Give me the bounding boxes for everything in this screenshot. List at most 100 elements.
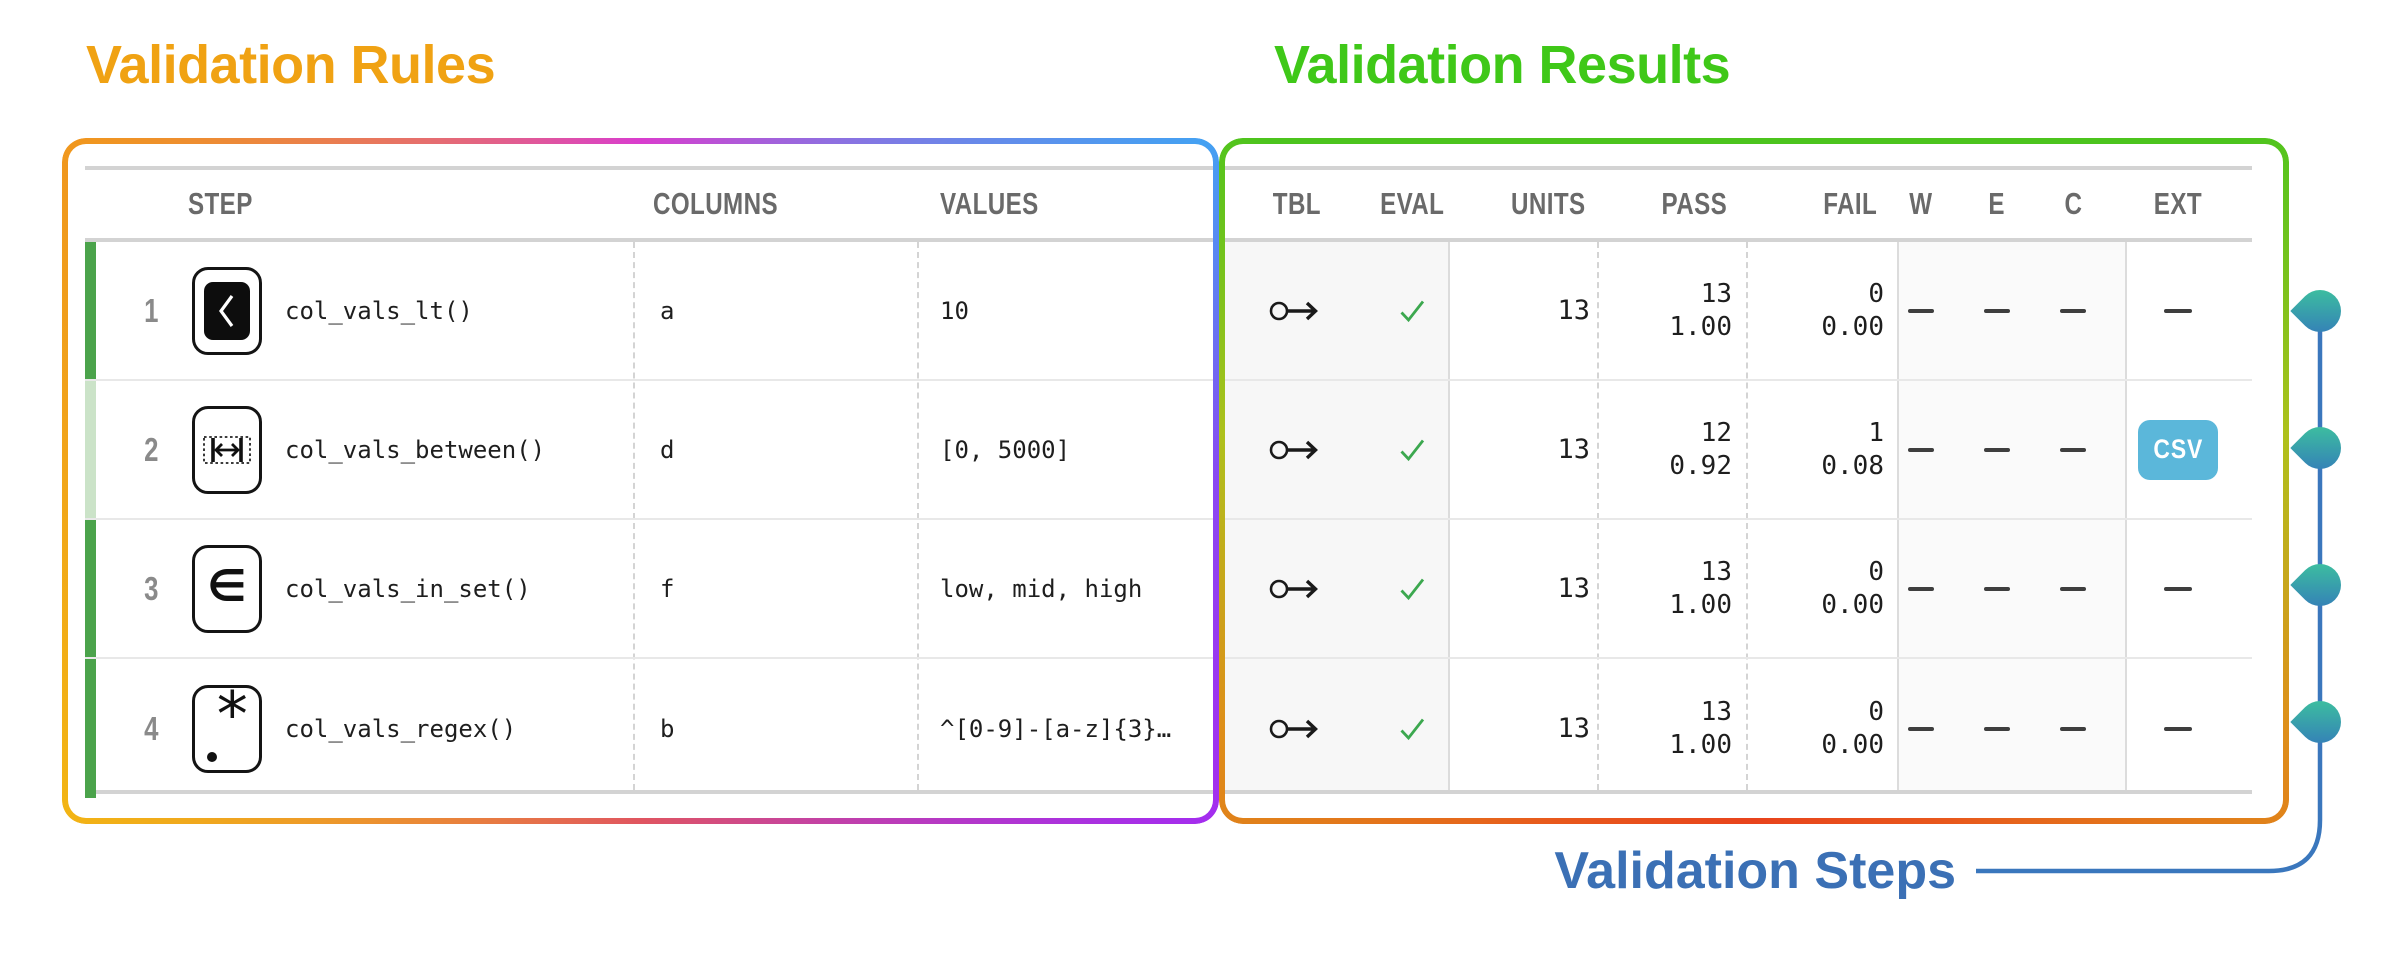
c-dash: [2053, 520, 2093, 657]
c-none-indicator: [2060, 726, 2086, 731]
ext-cell: [2123, 242, 2233, 379]
c-dash: [2053, 381, 2093, 518]
table-arrow-icon: [1269, 381, 1325, 518]
table-arrow-icon: [1269, 659, 1325, 798]
ext-none-indicator: [2164, 308, 2192, 313]
w-none-indicator: [1908, 586, 1934, 591]
step-number-label: 2: [143, 430, 159, 468]
step-function-label: col_vals_in_set(): [285, 574, 531, 603]
columns-value: a: [660, 242, 674, 379]
pass-values: 13 1.00: [1669, 696, 1732, 760]
e-none-indicator: [1984, 586, 2010, 591]
c-dash: [2053, 242, 2093, 379]
step-number: 4: [111, 659, 191, 798]
between-glyph: [203, 435, 251, 464]
col-vals-lt-icon: [192, 266, 262, 355]
columns-value-label: a: [660, 296, 675, 325]
fail-fraction: 1 0.08: [1754, 381, 1884, 518]
c-none-indicator: [2060, 447, 2086, 452]
step-function-name: col_vals_in_set(): [285, 520, 531, 657]
step-marker-droplet: [2290, 691, 2350, 752]
e-none-indicator: [1984, 447, 2010, 452]
step-marker-droplet: [2290, 280, 2350, 341]
step-function-label: col_vals_between(): [285, 435, 546, 464]
values-value-label: 10: [940, 296, 969, 325]
ext-none-indicator: [2164, 726, 2192, 731]
e-none-indicator: [1984, 726, 2010, 731]
eval-check-icon: [1397, 659, 1427, 798]
table-arrow-icon: [1269, 520, 1325, 657]
pass-values: 12 0.92: [1669, 417, 1732, 481]
units-value: 13: [1557, 295, 1590, 326]
status-strip: [85, 659, 96, 798]
columns-value-label: d: [660, 435, 675, 464]
pass-fraction: 12 0.92: [1602, 381, 1732, 518]
col-vals-regex-icon: *: [192, 678, 262, 773]
fail-values: 1 0.08: [1821, 417, 1884, 481]
fail-values: 0 0.00: [1821, 696, 1884, 760]
units-value: 13: [1557, 713, 1590, 744]
fail-fraction: 0 0.00: [1754, 659, 1884, 798]
table-arrow-icon: [1269, 242, 1325, 379]
columns-value-label: b: [660, 714, 675, 743]
e-dash: [1977, 520, 2017, 657]
status-strip: [85, 520, 96, 657]
element-of-glyph: ∈: [207, 561, 247, 612]
columns-value: d: [660, 381, 674, 518]
lt-glyph: [204, 281, 250, 340]
table-row: 4 * col_vals_regex() b ^[0-9]-[a-z]{3}… 13 1…: [85, 659, 2252, 798]
values-value: [0, 5000]: [940, 381, 1070, 518]
step-function-label: col_vals_lt(): [285, 296, 473, 325]
pass-fraction: 13 1.00: [1602, 242, 1732, 379]
e-dash: [1977, 659, 2017, 798]
column-header-ext: EXT: [2028, 170, 2328, 238]
w-dash: [1901, 659, 1941, 798]
values-value-label: low, mid, high: [940, 574, 1143, 603]
values-value-label: ^[0-9]-[a-z]{3}…: [940, 714, 1172, 743]
e-none-indicator: [1984, 308, 2010, 313]
column-header-label: COLUMNS: [653, 186, 778, 221]
pass-values: 13 1.00: [1669, 556, 1732, 620]
c-none-indicator: [2060, 308, 2086, 313]
w-none-indicator: [1908, 308, 1934, 313]
column-header-columns: COLUMNS: [653, 170, 813, 238]
step-number: 3: [111, 520, 191, 657]
c-none-indicator: [2060, 586, 2086, 591]
c-dash: [2053, 659, 2093, 798]
step-number-label: 3: [143, 569, 159, 607]
column-header-label: STEP: [188, 186, 253, 221]
status-strip: [85, 381, 96, 518]
csv-download-button[interactable]: CSV: [2138, 419, 2218, 480]
pass-fraction: 13 1.00: [1602, 659, 1732, 798]
values-value: low, mid, high: [940, 520, 1142, 657]
w-dash: [1901, 381, 1941, 518]
results-annotation-title: Validation Results: [1274, 35, 1731, 95]
table-row: 3 ∈ col_vals_in_set() f low, mid, high 13 13 1…: [85, 520, 2252, 659]
ext-cell: CSV: [2123, 381, 2233, 518]
ext-none-indicator: [2164, 586, 2192, 591]
fail-fraction: 0 0.00: [1754, 520, 1884, 657]
step-number: 2: [111, 381, 191, 518]
columns-value: b: [660, 659, 674, 798]
step-marker-droplet: [2290, 554, 2350, 615]
step-number: 1: [111, 242, 191, 379]
fail-fraction: 0 0.00: [1754, 242, 1884, 379]
column-header-values: VALUES: [940, 170, 1066, 238]
table-row: 2 col_vals_between() d [0, 5000] 13 12 0.92 1…: [85, 381, 2252, 520]
column-header-label: EXT: [2153, 186, 2203, 221]
col-vals-between-icon: [192, 405, 262, 494]
col-vals-in-set-icon: ∈: [192, 544, 262, 633]
rules-annotation-title: Validation Rules: [86, 35, 496, 95]
columns-value: f: [660, 520, 674, 657]
status-strip: [85, 242, 96, 379]
w-dash: [1901, 242, 1941, 379]
step-function-name: col_vals_lt(): [285, 242, 473, 379]
column-header-step: STEP: [188, 170, 271, 238]
step-function-label: col_vals_regex(): [285, 714, 517, 743]
w-none-indicator: [1908, 447, 1934, 452]
validation-table: STEP COLUMNS VALUES TBL EVAL UNITS PASS FAIL W E C…: [85, 166, 2252, 798]
step-function-name: col_vals_between(): [285, 381, 545, 518]
regex-glyph: *: [195, 678, 259, 770]
eval-check-icon: [1397, 242, 1427, 379]
